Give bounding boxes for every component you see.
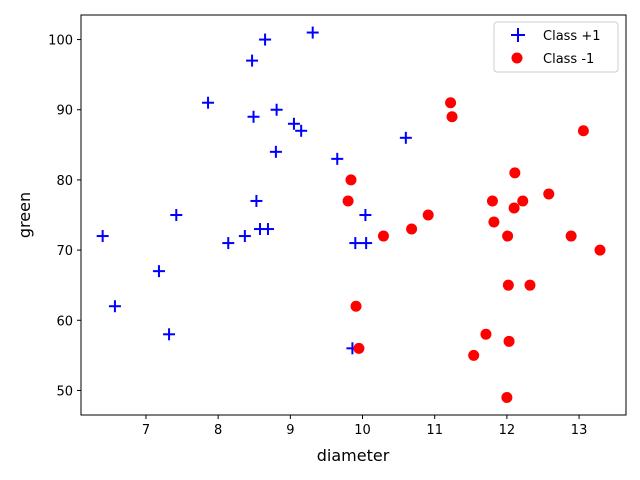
data-point-class-plus1 (202, 96, 215, 109)
data-point-class-minus1 (486, 195, 498, 207)
y-axis-label: green (15, 192, 34, 238)
data-point-class-minus1 (353, 342, 365, 354)
y-tick-label: 50 (56, 384, 73, 399)
data-point-class-plus1 (163, 328, 176, 341)
ticks-layer: 7 8 9 10 11 12 13 50 60 70 80 90 100 (48, 34, 587, 438)
data-point-class-plus1 (359, 209, 372, 221)
plot-frame (80, 14, 627, 416)
data-point-class-minus1 (350, 300, 362, 312)
data-point-class-plus1 (259, 33, 272, 46)
data-point-class-plus1 (331, 152, 344, 165)
data-point-class-minus1 (502, 230, 514, 242)
legend: Class +1 Class -1 (493, 21, 619, 73)
data-point-class-plus1 (238, 230, 251, 243)
data-point-class-plus1 (261, 223, 274, 236)
y-tick-label: 90 (56, 104, 73, 119)
x-tick-label: 7 (142, 423, 150, 438)
points-layer (96, 26, 606, 403)
y-tick-label: 70 (56, 244, 73, 259)
data-point-class-minus1 (509, 167, 521, 179)
data-point-class-plus1 (287, 117, 300, 130)
data-point-class-minus1 (468, 349, 480, 361)
legend-marker-plus (511, 28, 525, 42)
data-point-class-plus1 (295, 124, 308, 137)
data-point-class-minus1 (406, 223, 418, 235)
data-point-class-plus1 (306, 26, 319, 39)
data-point-class-minus1 (342, 195, 354, 207)
data-point-class-minus1 (517, 195, 529, 207)
x-tick-label: 12 (499, 423, 516, 438)
y-tick-label: 60 (56, 314, 73, 329)
x-tick-label: 13 (571, 423, 588, 438)
data-point-class-plus1 (108, 300, 121, 313)
x-axis-label: diameter (317, 446, 390, 465)
y-tick-label: 100 (48, 34, 73, 49)
data-point-class-minus1 (565, 230, 577, 242)
legend-label-class-minus1: Class -1 (543, 52, 594, 67)
data-point-class-minus1 (503, 335, 515, 347)
data-point-class-plus1 (222, 237, 235, 250)
data-point-class-minus1 (543, 188, 555, 200)
y-tick-label: 80 (56, 174, 73, 189)
data-point-class-plus1 (399, 131, 412, 144)
legend-marker-circle (511, 52, 523, 64)
data-point-class-plus1 (270, 103, 283, 116)
data-point-class-minus1 (488, 216, 500, 228)
data-point-class-minus1 (480, 328, 492, 340)
x-tick-label: 11 (426, 423, 443, 438)
data-point-class-minus1 (502, 279, 514, 291)
data-point-class-plus1 (152, 265, 165, 278)
data-point-class-minus1 (445, 97, 457, 109)
data-point-class-plus1 (360, 237, 373, 250)
legend-label-class-plus1: Class +1 (543, 29, 601, 44)
data-point-class-plus1 (250, 194, 263, 207)
data-point-class-minus1 (501, 391, 513, 403)
data-point-class-minus1 (422, 209, 434, 221)
data-point-class-minus1 (508, 202, 520, 214)
x-tick-label: 8 (214, 423, 222, 438)
data-point-class-minus1 (577, 125, 589, 137)
x-tick-label: 9 (286, 423, 294, 438)
data-point-class-minus1 (345, 174, 357, 186)
data-point-class-minus1 (524, 279, 536, 291)
data-point-class-plus1 (349, 237, 362, 250)
data-point-class-plus1 (269, 145, 282, 158)
data-point-class-plus1 (96, 230, 109, 243)
data-point-class-plus1 (247, 110, 260, 123)
data-point-class-minus1 (377, 230, 389, 242)
x-tick-label: 10 (354, 423, 371, 438)
data-point-class-plus1 (246, 54, 259, 67)
data-point-class-minus1 (594, 244, 606, 256)
data-point-class-plus1 (170, 209, 183, 221)
data-point-class-minus1 (446, 111, 458, 123)
